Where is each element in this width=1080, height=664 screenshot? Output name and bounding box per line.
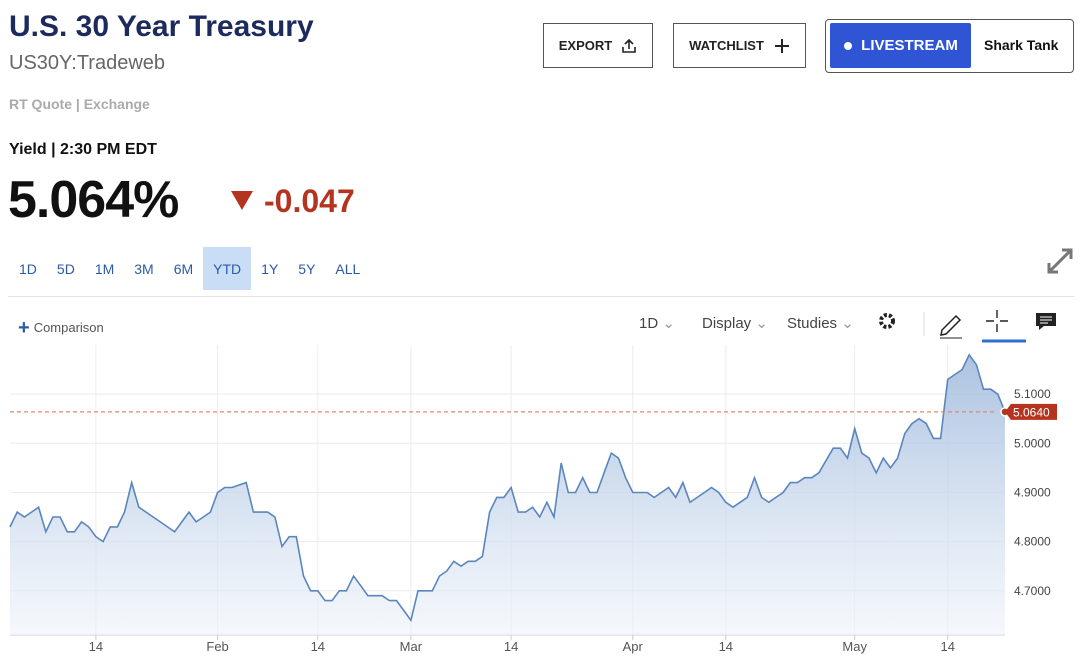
x-tick-label: 14: [719, 639, 733, 654]
x-tick-label: 14: [940, 639, 954, 654]
quote-label: Yield | 2:30 PM EDT: [9, 141, 157, 158]
range-tab[interactable]: 1D: [19, 260, 37, 277]
x-tick-label: Apr: [623, 639, 644, 654]
interval-label: 1D: [639, 315, 659, 332]
range-tab[interactable]: YTD: [203, 247, 252, 290]
x-tick-label: 14: [504, 639, 518, 654]
y-tick-label: 4.8000: [1014, 535, 1051, 549]
area: [10, 354, 1005, 635]
y-tick-label: 5.1000: [1014, 387, 1051, 401]
export-icon: [622, 38, 637, 53]
comparison-button[interactable]: + Comparison: [18, 317, 104, 340]
display-menu[interactable]: Display ⌄: [702, 315, 768, 332]
x-tick-label: May: [842, 639, 867, 654]
range-tab[interactable]: 1Y: [261, 260, 279, 277]
range-tab[interactable]: 1M: [94, 260, 115, 277]
export-label: EXPORT: [558, 38, 613, 53]
studies-label: Studies: [787, 315, 838, 332]
source: RT Quote | Exchange: [9, 96, 150, 112]
range-tab[interactable]: 6M: [173, 260, 194, 277]
livestream-button[interactable]: LIVESTREAM: [830, 23, 971, 68]
expand-icon[interactable]: [1045, 246, 1075, 276]
y-tick-label: 5.0000: [1014, 436, 1051, 450]
x-tick-label: Mar: [400, 639, 423, 654]
watchlist-label: WATCHLIST: [689, 38, 764, 53]
symbol: US30Y:Tradeweb: [9, 52, 166, 74]
plus-icon: [774, 38, 789, 53]
x-tick-label: Feb: [206, 639, 228, 654]
down-arrow: [231, 191, 253, 210]
line: [9, 353, 1006, 623]
range-tab[interactable]: ALL: [335, 260, 361, 277]
x-tick-label: 14: [311, 639, 325, 654]
toolbar-icons: [879, 310, 1056, 343]
display-label: Display: [702, 315, 752, 332]
show-link[interactable]: Shark Tank: [984, 37, 1059, 53]
quote-change: -0.047: [264, 183, 355, 219]
live-group: [825, 19, 1074, 73]
chart: 14 Feb 14 Mar 14 Apr 14 May 14 4.7000 4.8000 4.9000…: [9, 345, 1057, 654]
range-tabs: 1D 5D 1M 3M 6M YTD 1Y 5Y ALL: [9, 247, 370, 290]
y-tick-label: 4.7000: [1014, 584, 1051, 598]
range-tab[interactable]: 5D: [56, 260, 75, 277]
current-tag: [1005, 403, 1057, 420]
quote-value: 5.064%: [8, 171, 179, 229]
current-label: 5.0640: [1013, 405, 1050, 419]
comparison-label: Comparison: [33, 320, 104, 335]
studies-menu[interactable]: Studies ⌄: [787, 315, 854, 332]
interval-menu[interactable]: 1D ⌄: [639, 315, 675, 332]
live-dot: [844, 41, 853, 50]
livestream-label: LIVESTREAM: [861, 37, 958, 54]
separator: [8, 296, 1075, 297]
range-tab[interactable]: 3M: [134, 260, 154, 277]
export-button[interactable]: EXPORT: [543, 23, 653, 68]
watchlist-button[interactable]: WATCHLIST: [673, 23, 806, 68]
y-tick-label: 4.9000: [1014, 485, 1051, 499]
plus: +: [18, 317, 30, 339]
range-tab[interactable]: 5Y: [298, 260, 316, 277]
x-tick-label: 14: [89, 639, 103, 654]
title: U.S. 30 Year Treasury: [9, 10, 314, 43]
